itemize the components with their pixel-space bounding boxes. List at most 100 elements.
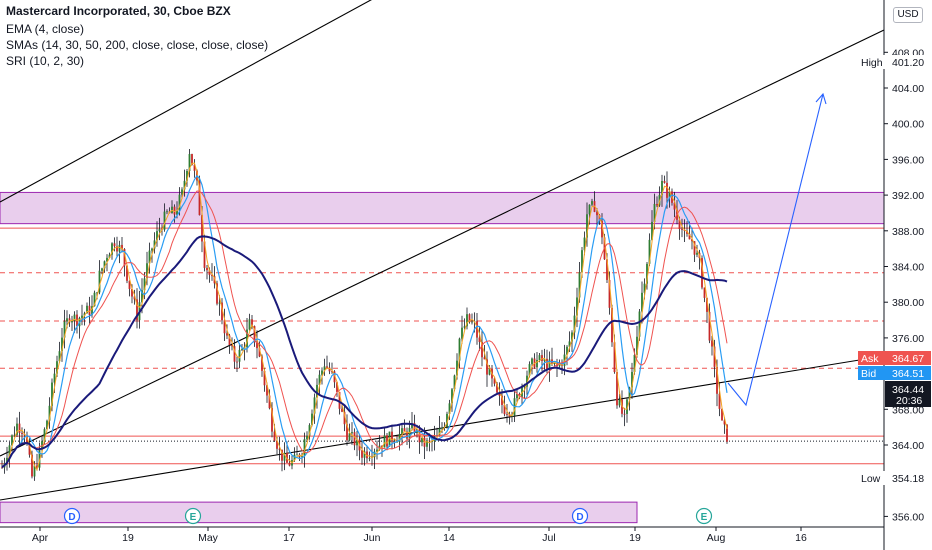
candle-body — [611, 307, 613, 343]
candle-body — [26, 435, 28, 444]
candle-body — [538, 355, 541, 360]
y-tick-label: 380.00 — [892, 297, 924, 309]
candle-body — [133, 296, 136, 300]
indicator-ema-label[interactable]: EMA (4, close) — [6, 22, 85, 36]
candle-body — [721, 408, 723, 421]
candle-body — [343, 411, 346, 425]
ask-tag-label: Ask — [861, 353, 879, 365]
candle-body — [328, 367, 331, 372]
currency-button[interactable]: USD — [893, 7, 923, 23]
candle-body — [616, 372, 618, 406]
candle-body — [268, 395, 271, 409]
candle-body — [163, 211, 166, 230]
candle-body — [523, 386, 526, 388]
candle-body — [536, 359, 538, 368]
candle-body — [453, 375, 456, 390]
candle-body — [251, 319, 253, 327]
countdown-value: 20:36 — [896, 395, 922, 407]
candle-body — [173, 206, 176, 215]
sma14-line — [1, 174, 728, 468]
candle-body — [31, 454, 33, 477]
candle-body — [548, 359, 551, 370]
candle-body — [368, 457, 371, 459]
candle-body — [71, 320, 73, 323]
candle-body — [333, 371, 336, 383]
candle-body — [628, 387, 631, 400]
candle-body — [598, 215, 601, 221]
last-price-value: 364.44 — [892, 384, 924, 396]
zone-1 — [0, 501, 638, 524]
candle-body — [318, 374, 321, 385]
candle-body — [386, 435, 388, 447]
candle-body — [608, 279, 611, 308]
ask-tag-label-bg — [858, 351, 885, 365]
candle-body — [686, 230, 688, 234]
candle-body — [221, 302, 223, 321]
candle-body — [578, 272, 581, 298]
candle-body — [248, 319, 251, 330]
candle-body — [36, 465, 38, 468]
candle-body — [186, 170, 188, 181]
candle-body — [323, 366, 326, 371]
event-marker-3 — [695, 507, 713, 525]
low-tag-label: Low — [861, 473, 881, 485]
candle-body — [188, 154, 191, 171]
candle-body — [331, 371, 333, 373]
candle-body — [208, 270, 211, 275]
candle-body — [511, 415, 513, 417]
x-tick-label: 19 — [122, 532, 134, 544]
candle-body — [46, 420, 48, 430]
indicator-smas-label[interactable]: SMAs (14, 30, 50, 200, close, close, clo… — [6, 38, 269, 52]
candle-body — [376, 449, 378, 452]
candle-body — [256, 342, 258, 349]
candle-body — [233, 346, 236, 362]
candle-body — [711, 340, 713, 347]
event-marker-label-0: D — [68, 512, 75, 523]
candle-body — [626, 399, 628, 414]
candle-body — [353, 432, 356, 446]
candle-body — [451, 389, 453, 404]
candle-body — [668, 191, 671, 198]
candle-body — [316, 384, 318, 398]
high-tag-label: High — [861, 57, 883, 69]
y-tick-label: 388.00 — [892, 226, 924, 238]
candle-body — [321, 370, 323, 375]
candle-body — [546, 358, 548, 370]
candle-body — [81, 315, 83, 318]
candle-body — [408, 427, 411, 439]
candle-body — [401, 428, 403, 435]
y-tick-label: 368.00 — [892, 404, 924, 416]
candle-body — [501, 395, 503, 405]
candle-body — [723, 420, 726, 425]
candle-body — [128, 280, 131, 289]
candle-body — [346, 424, 348, 441]
candle-body — [521, 386, 523, 397]
sma200-line — [1, 235, 728, 469]
indicator-sri-label[interactable]: SRI (10, 2, 30) — [6, 54, 85, 68]
candle-body — [406, 431, 408, 439]
candle-body — [1, 467, 3, 469]
projection-arrowhead — [815, 92, 827, 105]
candle-body — [111, 243, 113, 255]
last-price-bg — [885, 381, 931, 407]
candle-body — [583, 237, 586, 251]
candle-body — [148, 250, 151, 264]
plot-area — [0, 0, 884, 524]
bid-tag-label-bg — [858, 366, 885, 380]
candle-body — [688, 233, 691, 240]
candle-body — [576, 297, 578, 316]
candle-body — [678, 219, 681, 230]
candle-body — [596, 211, 598, 216]
x-tick-label: 14 — [443, 532, 455, 544]
candle-body — [303, 439, 306, 456]
trend-line-1 — [0, 29, 884, 457]
candle-body — [606, 259, 608, 280]
candle-body — [421, 437, 423, 443]
candle-body — [438, 428, 441, 436]
candle-body — [661, 181, 663, 195]
candle-body — [426, 440, 428, 447]
candle-body — [183, 180, 186, 190]
bid-tag-label: Bid — [861, 368, 876, 380]
candle-body — [388, 431, 391, 447]
